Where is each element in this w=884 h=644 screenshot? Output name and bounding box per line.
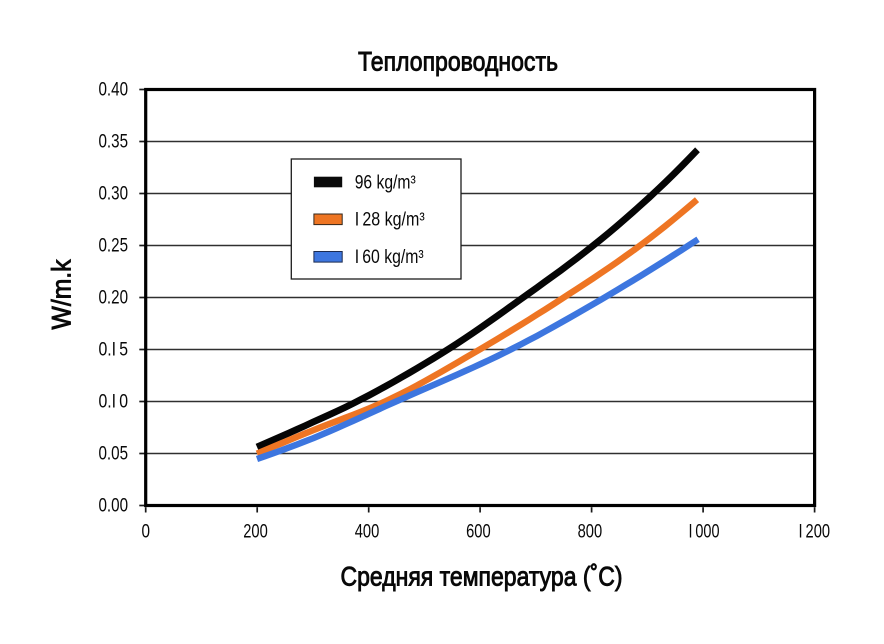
svg-text:0.05: 0.05 (99, 443, 129, 464)
svg-text:I 28 kg/m³: I 28 kg/m³ (355, 210, 425, 231)
svg-text:0.35: 0.35 (99, 131, 129, 152)
svg-text:0.25: 0.25 (99, 235, 129, 256)
svg-text:I 000: I 000 (689, 522, 720, 543)
svg-text:I 60 kg/m³: I 60 kg/m³ (355, 247, 424, 268)
svg-text:0.00: 0.00 (99, 495, 129, 516)
svg-text:0.20: 0.20 (99, 287, 129, 308)
svg-text:0.I 5: 0.I 5 (99, 339, 129, 360)
svg-text:800: 800 (578, 522, 603, 543)
svg-text:0.I 0: 0.I 0 (99, 391, 129, 412)
svg-text:400: 400 (355, 522, 380, 543)
svg-text:96 kg/m³: 96 kg/m³ (355, 172, 416, 193)
svg-text:Теплопроводность: Теплопроводность (358, 47, 558, 77)
svg-text:200: 200 (243, 522, 268, 543)
svg-text:Средняя температура (˚C): Средняя температура (˚C) (341, 562, 623, 592)
svg-text:0: 0 (141, 522, 150, 543)
svg-text:I 200: I 200 (799, 522, 831, 543)
svg-text:0.30: 0.30 (99, 183, 129, 204)
svg-text:600: 600 (466, 522, 491, 543)
svg-text:W/m.k: W/m.k (46, 259, 76, 329)
svg-text:0.40: 0.40 (99, 79, 129, 100)
